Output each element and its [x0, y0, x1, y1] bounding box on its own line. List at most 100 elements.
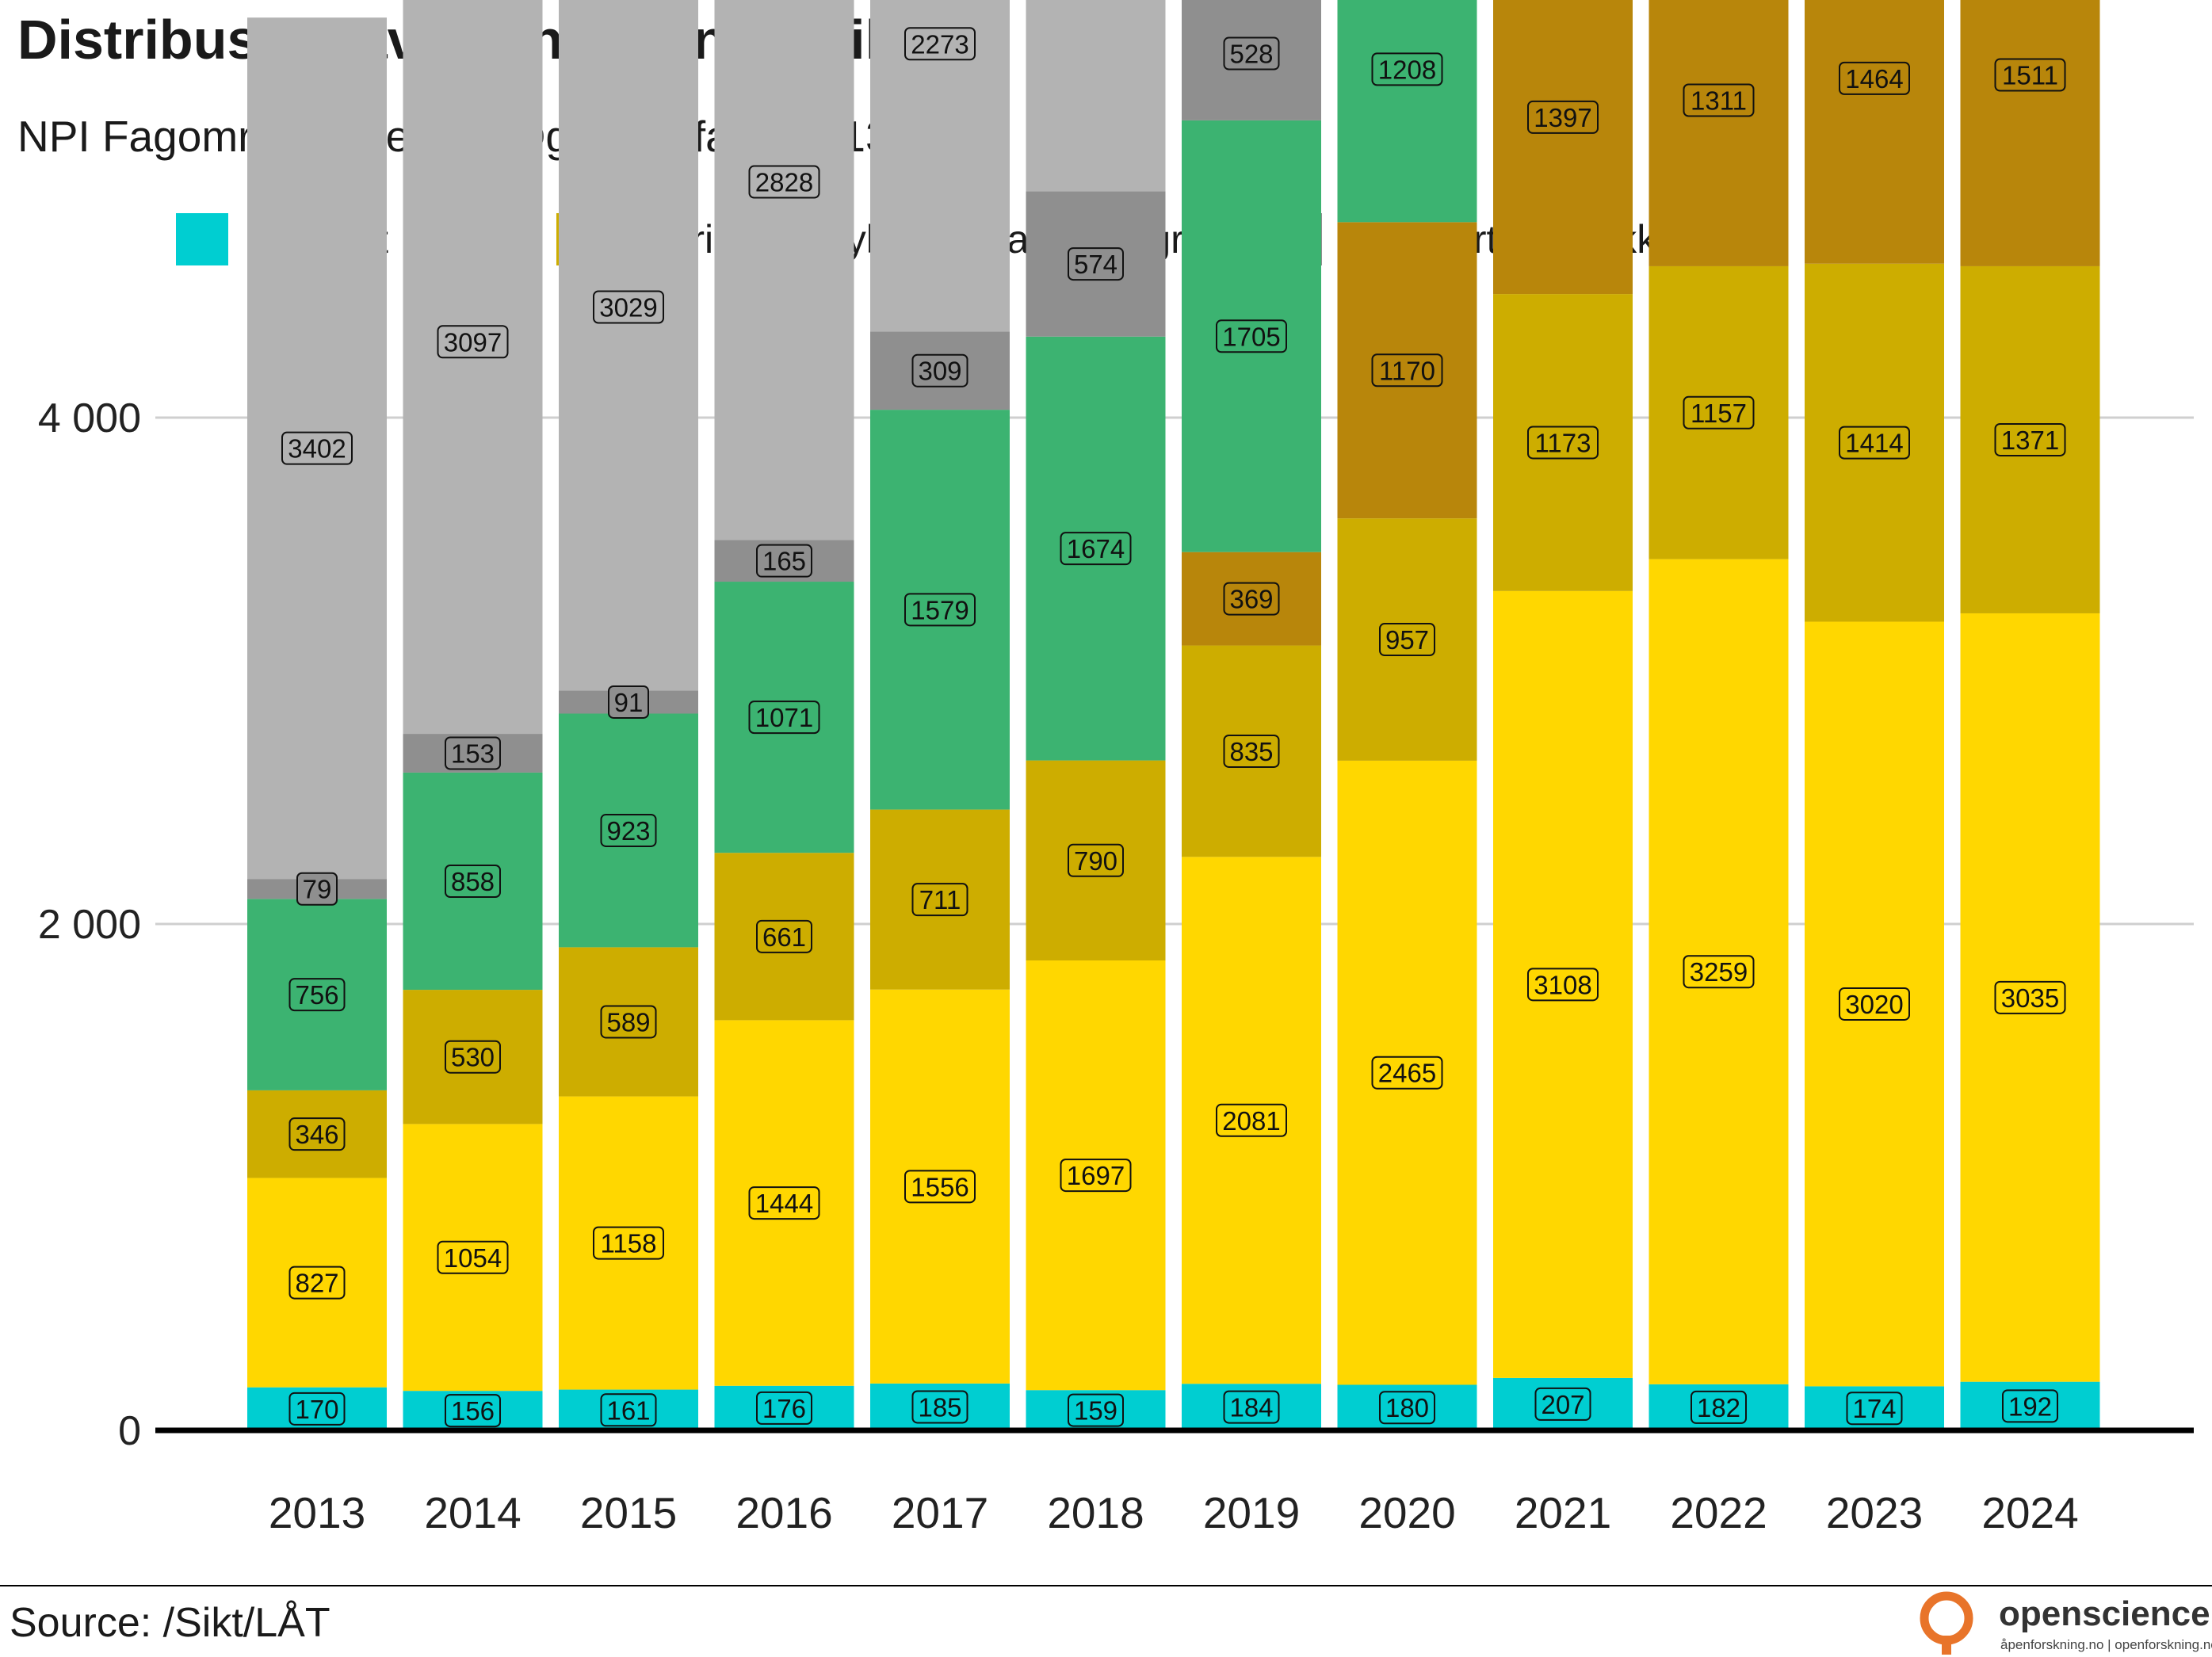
- open-access-lock-icon: [1920, 1591, 1973, 1655]
- data-label-text: 1208: [1378, 55, 1436, 84]
- data-label-box: [1060, 532, 1132, 566]
- data-label-text: 835: [1229, 737, 1273, 766]
- data-label-box: [593, 290, 664, 324]
- data-label-box: [1371, 52, 1443, 86]
- data-label-hybrid-2016: 661: [756, 919, 812, 953]
- data-label-text: 1173: [1535, 428, 1591, 457]
- data-label-text: 309: [918, 357, 961, 386]
- data-label-text: 185: [918, 1392, 961, 1422]
- data-label-hybrid-2017: 711: [911, 883, 968, 917]
- data-label-diamant-2017: 185: [911, 1390, 968, 1424]
- data-label-deponert-2018: 574: [1068, 247, 1124, 281]
- data-label-text: 176: [762, 1394, 806, 1423]
- legend-swatch: [176, 213, 228, 265]
- bar-segment-grønn-2020: [1337, 0, 1477, 223]
- data-label-box: [1527, 968, 1599, 1002]
- data-label-box: [1534, 1387, 1591, 1421]
- data-label-box: [600, 1005, 657, 1039]
- data-label-text: 79: [303, 875, 332, 904]
- x-tick-label: 2016: [735, 1488, 832, 1537]
- bar-segment-lukket-2018: [1026, 0, 1166, 192]
- data-label-box: [1223, 734, 1280, 768]
- data-label-box: [1839, 426, 1910, 460]
- data-label-lukket-2017: 2273: [904, 27, 976, 61]
- data-label-text: 159: [1074, 1396, 1117, 1426]
- data-label-diamant-2015: 161: [600, 1393, 657, 1427]
- data-label-grønn-2014: 858: [445, 865, 501, 899]
- data-label-text: 180: [1385, 1393, 1429, 1422]
- data-label-hybrid_avtale-2022: 1311: [1683, 83, 1755, 117]
- data-label-text: 1464: [1845, 64, 1903, 94]
- data-label-text: 1071: [755, 703, 813, 732]
- data-label-lukket-2013: 3402: [281, 431, 353, 465]
- data-label-box: [296, 872, 338, 906]
- data-label-gull-2015: 1158: [593, 1226, 664, 1260]
- data-label-diamant-2020: 180: [1379, 1391, 1435, 1425]
- data-label-box: [1223, 36, 1280, 71]
- source-caption: Source: /Sikt/LÅT: [10, 1600, 330, 1646]
- data-label-hybrid_avtale-2019: 369: [1223, 582, 1280, 616]
- data-label-box: [1371, 1056, 1443, 1090]
- data-label-text: 170: [295, 1395, 338, 1424]
- data-label-text: 1371: [2001, 426, 2059, 455]
- data-label-text: 369: [1229, 585, 1273, 614]
- data-label-diamant-2016: 176: [756, 1391, 812, 1425]
- data-label-box: [600, 813, 657, 847]
- data-label-box: [911, 353, 968, 388]
- data-label-box: [600, 1393, 657, 1427]
- data-label-lukket-2016: 2828: [748, 165, 820, 199]
- data-label-diamant-2014: 156: [445, 1394, 501, 1428]
- data-label-box: [1068, 1393, 1124, 1427]
- data-label-hybrid_avtale-2024: 1511: [1994, 58, 2066, 92]
- data-label-box: [1379, 1391, 1435, 1425]
- data-label-text: 192: [2008, 1392, 2052, 1421]
- data-label-hybrid-2018: 790: [1068, 843, 1124, 877]
- data-label-text: 2273: [911, 29, 968, 59]
- data-label-box: [1527, 426, 1599, 460]
- data-label-box: [1068, 247, 1124, 281]
- data-label-text: 153: [451, 739, 495, 768]
- data-label-hybrid-2014: 530: [445, 1040, 501, 1074]
- data-label-hybrid-2021: 1173: [1527, 426, 1599, 460]
- x-tick-label: 2014: [424, 1488, 521, 1537]
- x-axis-ticks: 2013 2014 2015 2016 2017 2018 2019 2020 2021 2022…: [155, 1427, 2194, 1537]
- data-label-deponert-2016: 165: [756, 544, 812, 578]
- data-label-box: [1691, 1390, 1747, 1424]
- data-label-grønn-2016: 1071: [748, 701, 820, 735]
- data-label-box: [445, 736, 501, 770]
- data-label-text: 589: [606, 1007, 650, 1037]
- data-label-gull-2021: 3108: [1527, 968, 1599, 1002]
- data-label-hybrid-2013: 346: [288, 1117, 346, 1151]
- y-tick-label: 2 000: [38, 902, 141, 948]
- x-tick-label: 2020: [1358, 1488, 1455, 1537]
- data-label-text: 530: [451, 1043, 495, 1072]
- data-label-text: 3035: [2001, 983, 2059, 1013]
- footer-divider: [0, 1585, 2212, 1586]
- data-label-text: 1157: [1691, 399, 1747, 428]
- data-label-text: 1511: [2002, 61, 2058, 90]
- data-label-box: [1223, 1390, 1280, 1424]
- bars: [247, 0, 2100, 1430]
- data-label-text: 574: [1074, 250, 1117, 279]
- x-tick-label: 2013: [269, 1488, 365, 1537]
- data-label-text: 3108: [1534, 970, 1591, 999]
- data-label-hybrid_avtale-2021: 1397: [1527, 100, 1599, 134]
- data-label-text: 346: [295, 1120, 338, 1149]
- data-label-box: [437, 325, 509, 359]
- data-label-text: 528: [1229, 40, 1273, 69]
- data-label-text: 1397: [1534, 103, 1591, 132]
- data-label-box: [1683, 955, 1755, 989]
- data-label-hybrid-2015: 589: [600, 1005, 657, 1039]
- data-label-diamant-2018: 159: [1068, 1393, 1124, 1427]
- data-label-text: 827: [295, 1269, 338, 1298]
- x-tick-label: 2023: [1826, 1488, 1923, 1537]
- data-label-hybrid-2023: 1414: [1839, 426, 1910, 460]
- data-label-text: 1414: [1845, 429, 1903, 458]
- data-label-box: [748, 1186, 820, 1220]
- bar-segment-lukket-2014: [403, 0, 543, 735]
- data-label-box: [1068, 843, 1124, 877]
- data-label-hybrid-2019: 835: [1223, 734, 1280, 768]
- data-label-text: 1170: [1379, 356, 1435, 385]
- data-label-box: [445, 865, 501, 899]
- data-label-text: 923: [606, 816, 650, 846]
